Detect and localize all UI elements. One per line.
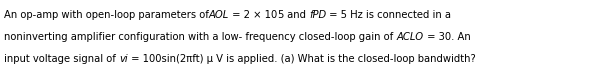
Text: noninverting amplifier configuration with a low- frequency closed-loop gain of: noninverting amplifier configuration wit… (4, 32, 396, 42)
Text: and: and (284, 10, 309, 20)
Text: = 5 Hz is connected in a: = 5 Hz is connected in a (327, 10, 451, 20)
Text: 5: 5 (277, 10, 284, 20)
Text: vi: vi (119, 54, 127, 64)
Text: fPD: fPD (309, 10, 327, 20)
Text: ACLO: ACLO (396, 32, 423, 42)
Text: = 2 × 10: = 2 × 10 (229, 10, 277, 20)
Text: AOL: AOL (209, 10, 229, 20)
Text: = 100sin(2πft) μ V is applied. (a) What is the closed-loop bandwidth?: = 100sin(2πft) μ V is applied. (a) What … (127, 54, 475, 64)
Text: input voltage signal of: input voltage signal of (4, 54, 119, 64)
Text: An op-amp with open-loop parameters of: An op-amp with open-loop parameters of (4, 10, 209, 20)
Text: = 30. An: = 30. An (423, 32, 470, 42)
